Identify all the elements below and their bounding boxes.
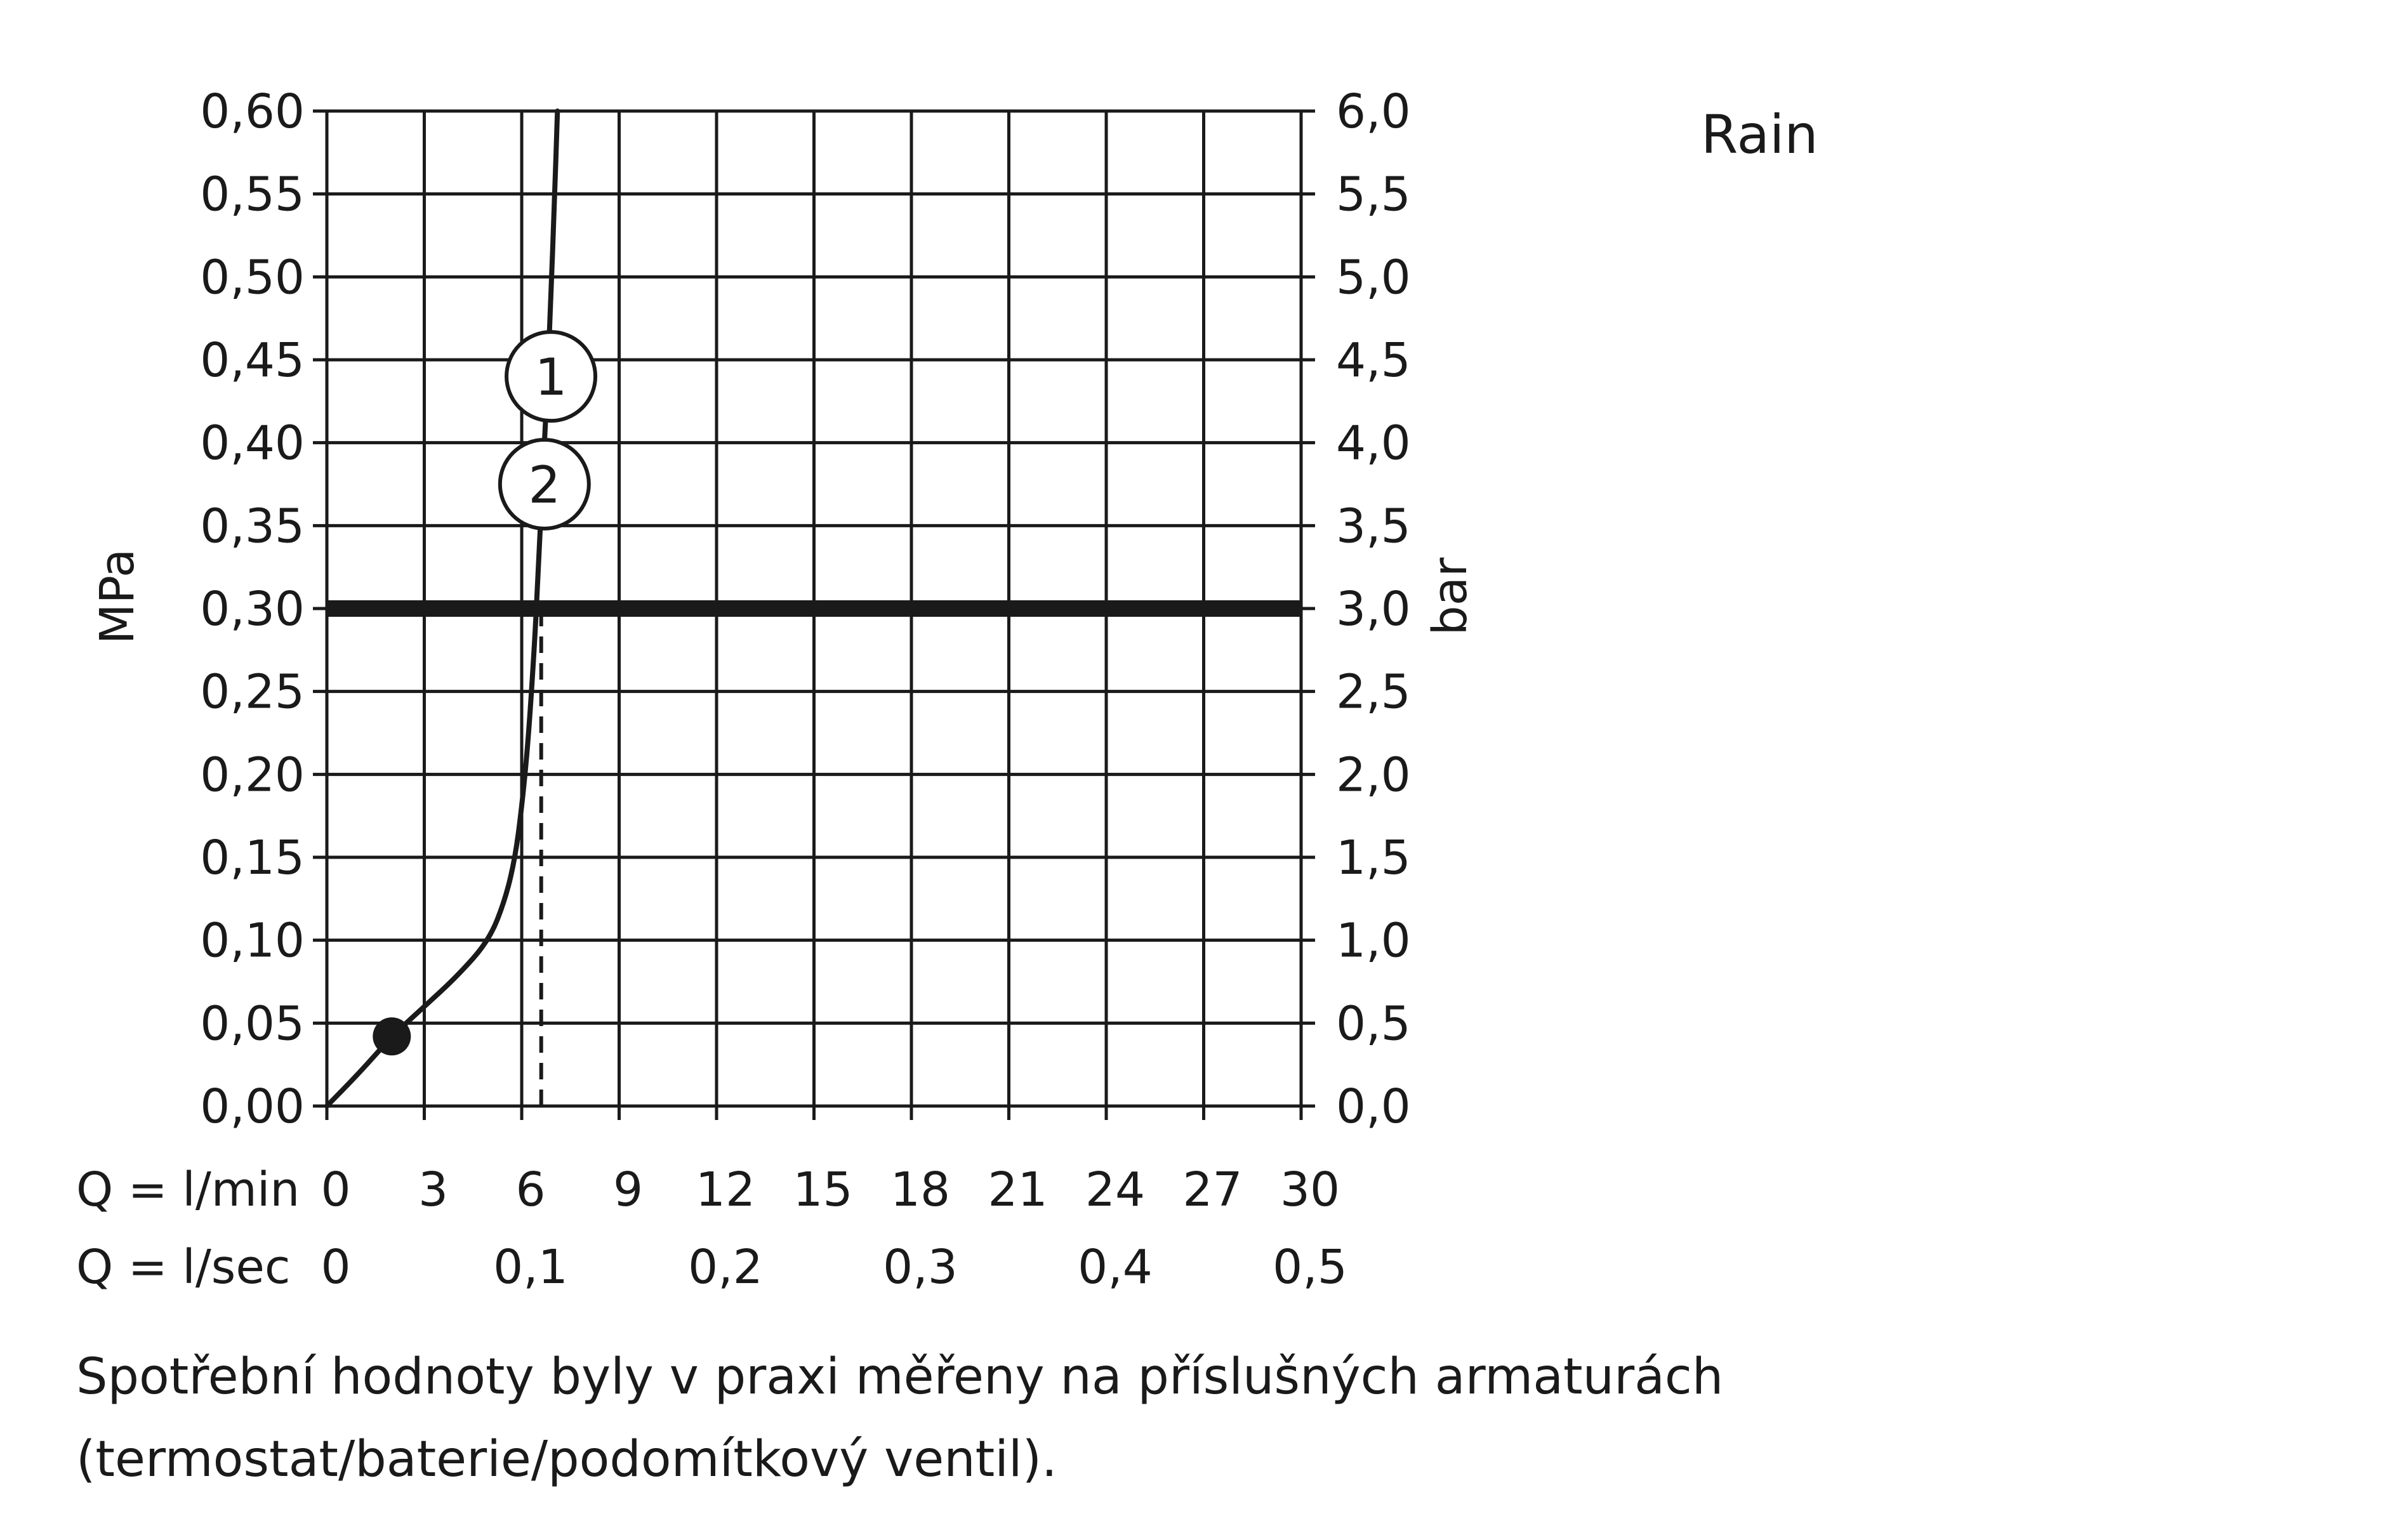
- tick-label-left: 0,45: [200, 333, 305, 388]
- tick-label-lsec: 0,1: [493, 1240, 568, 1295]
- tick-label-right: 1,0: [1336, 914, 1411, 968]
- tick-label-right: 1,5: [1336, 831, 1411, 885]
- tick-label-left: 0,05: [200, 996, 305, 1051]
- tick-label-lsec: 0,5: [1273, 1240, 1347, 1295]
- tick-label-lsec: 0,3: [883, 1240, 958, 1295]
- tick-label-left: 0,50: [200, 250, 305, 305]
- tick-label-lmin: 18: [890, 1163, 950, 1217]
- tick-label-right: 0,0: [1336, 1079, 1411, 1134]
- tick-label-lmin: 3: [418, 1163, 448, 1217]
- tick-label-right: 6,0: [1336, 84, 1411, 139]
- tick-label-lmin: 12: [696, 1163, 755, 1217]
- tick-label-lmin: 15: [793, 1163, 852, 1217]
- series-label-2: 2: [528, 456, 560, 515]
- tick-label-lmin: 21: [988, 1163, 1047, 1217]
- tick-label-lmin: 6: [515, 1163, 545, 1217]
- tick-label-right: 3,0: [1336, 582, 1411, 636]
- tick-label-lmin: 0: [321, 1163, 350, 1217]
- tick-label-left: 0,20: [200, 748, 305, 802]
- tick-label-right: 5,5: [1336, 168, 1411, 222]
- tick-label-lmin: 24: [1085, 1163, 1145, 1217]
- tick-label-left: 0,55: [200, 168, 305, 222]
- x-axis-label-lsec: Q = l/sec: [76, 1240, 291, 1295]
- tick-label-lsec: 0: [321, 1240, 350, 1295]
- tick-label-lmin: 9: [613, 1163, 643, 1217]
- tick-label-right: 2,5: [1336, 665, 1411, 720]
- tick-label-lmin: 27: [1182, 1163, 1242, 1217]
- tick-label-right: 4,0: [1336, 416, 1411, 471]
- x-axis-label-lmin: Q = l/min: [76, 1163, 300, 1217]
- tick-label-right: 4,5: [1336, 333, 1411, 388]
- tick-label-right: 3,5: [1336, 499, 1411, 553]
- flow-chart: 12 0,000,050,100,150,200,250,300,350,400…: [76, 84, 1478, 1295]
- tick-label-lsec: 0,2: [688, 1240, 763, 1295]
- tick-labels: 0,000,050,100,150,200,250,300,350,400,45…: [76, 84, 1478, 1295]
- series-label-circle-2: [498, 438, 591, 530]
- series: 12: [324, 109, 1301, 1109]
- axes: [313, 109, 1315, 1120]
- tick-label-left: 0,40: [200, 416, 305, 471]
- tick-label-left: 0,60: [200, 84, 305, 139]
- tick-label-right: 0,5: [1336, 996, 1411, 1051]
- tick-label-lsec: 0,4: [1078, 1240, 1153, 1295]
- tick-label-lmin: 30: [1280, 1163, 1340, 1217]
- legend-title: Rain: [1701, 103, 1818, 166]
- marker-point: [373, 1017, 411, 1056]
- y-axis-label-left: MPa: [90, 549, 145, 645]
- series-label-circle-1: [505, 330, 598, 423]
- tick-label-left: 0,15: [200, 831, 305, 885]
- tick-label-left: 0,35: [200, 499, 305, 553]
- series-label-1: 1: [535, 348, 567, 407]
- tick-label-right: 2,0: [1336, 748, 1411, 802]
- footnote: Spotřební hodnoty byly v praxi měřeny na…: [76, 1348, 1724, 1488]
- tick-label-left: 0,10: [200, 914, 305, 968]
- y-axis-label-right: bar: [1423, 557, 1478, 635]
- tick-label-left: 0,00: [200, 1079, 305, 1134]
- tick-label-left: 0,30: [200, 582, 305, 636]
- tick-label-right: 5,0: [1336, 250, 1411, 305]
- tick-label-left: 0,25: [200, 665, 305, 720]
